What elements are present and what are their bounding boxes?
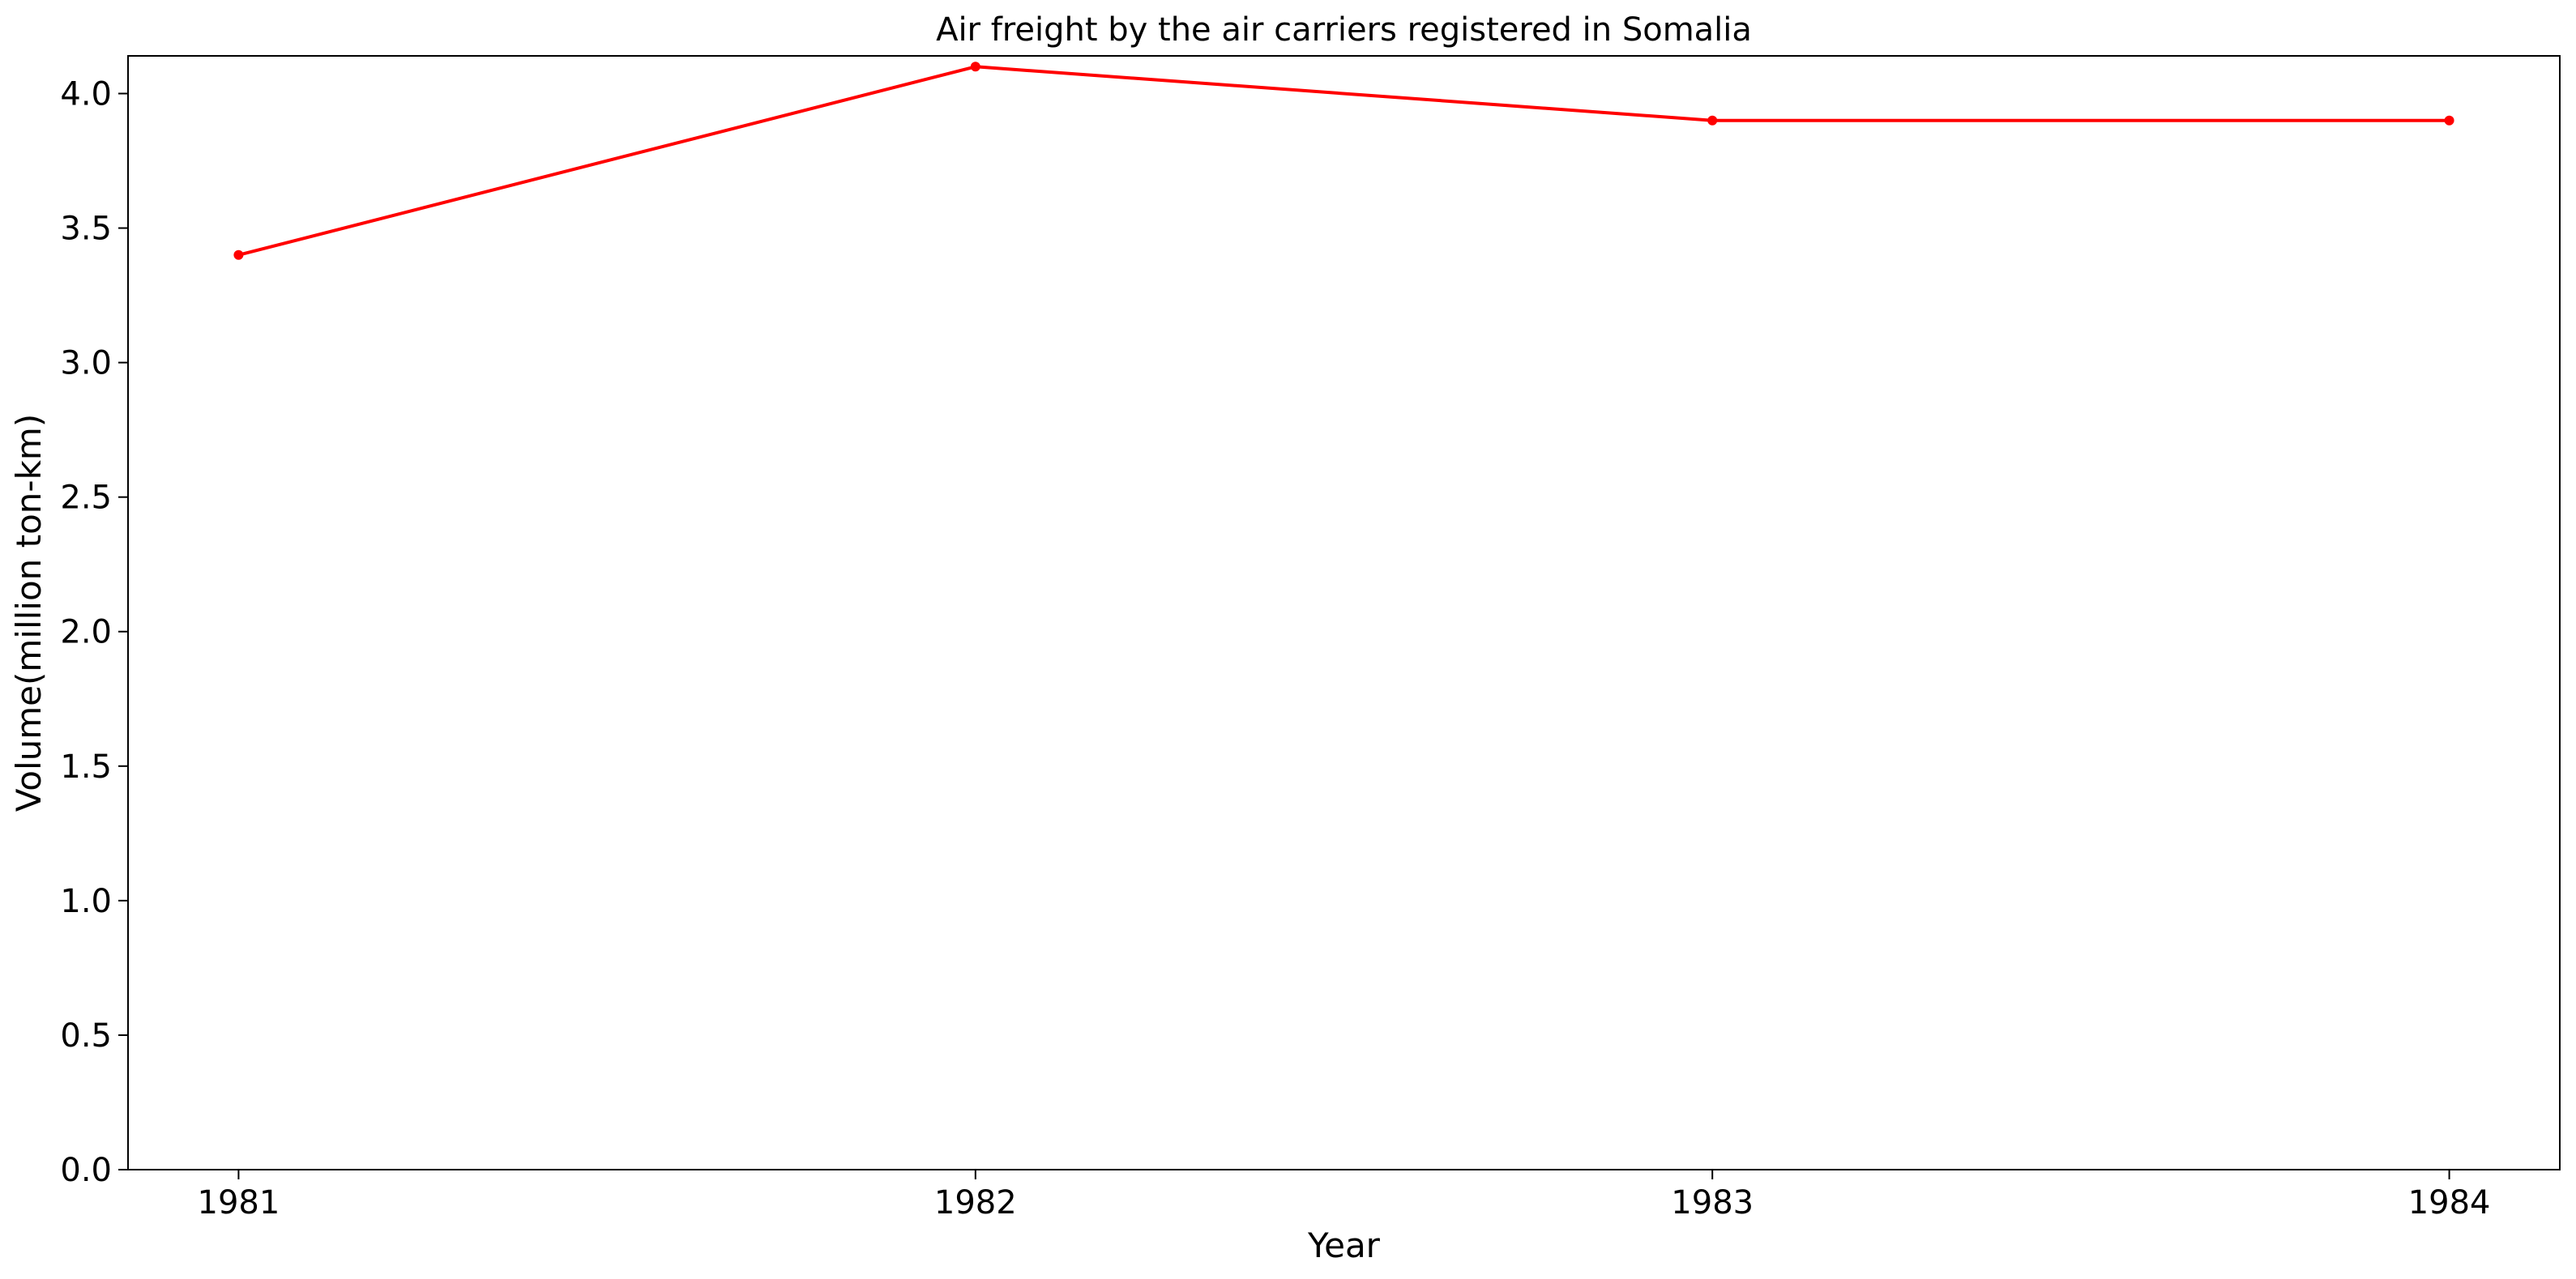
y-tick-label: 3.0	[60, 345, 112, 382]
y-tick-label: 0.0	[60, 1152, 112, 1189]
y-tick-label: 3.5	[60, 211, 112, 248]
x-tick-label: 1984	[2408, 1184, 2491, 1221]
y-axis-ticks: 0.0 0.5 1.0 1.5 2.0 2.5 3.0 3.5 4.0	[60, 75, 128, 1189]
chart-title: Air freight by the air carriers register…	[936, 11, 1752, 49]
series-line	[237, 65, 2450, 257]
plot-frame	[127, 55, 2561, 1170]
y-tick-label: 1.5	[60, 748, 112, 786]
data-point	[2444, 115, 2454, 126]
plot-area	[127, 55, 2561, 1170]
x-tick-label: 1983	[1671, 1184, 1754, 1221]
data-point	[233, 249, 244, 260]
x-axis-label: Year	[1307, 1226, 1381, 1265]
y-tick-label: 4.0	[60, 75, 112, 113]
y-tick-label: 1.0	[60, 883, 112, 920]
x-axis-ticks: 1981 1982 1983 1984	[198, 1170, 2491, 1221]
x-tick-label: 1981	[198, 1184, 280, 1221]
y-tick-label: 2.5	[60, 480, 112, 517]
data-point	[970, 62, 980, 72]
series-layer	[233, 62, 2454, 260]
x-tick-label: 1982	[934, 1184, 1017, 1221]
y-tick-label: 0.5	[60, 1017, 112, 1055]
y-axis-label: Volume(million ton-km)	[9, 414, 49, 812]
y-tick-label: 2.0	[60, 614, 112, 651]
data-point	[1707, 115, 1718, 126]
